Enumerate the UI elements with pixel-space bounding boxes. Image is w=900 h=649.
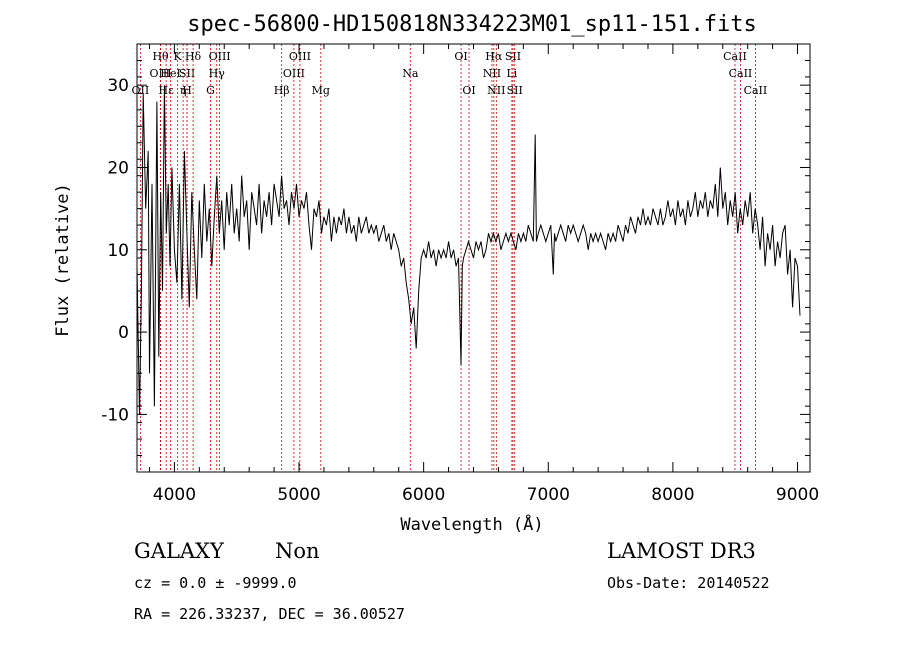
x-axis-ticks: 4000 5000 6000 7000 8000 9000 <box>148 44 819 505</box>
coords-text: RA = 226.33237, DEC = 36.00527 <box>134 605 405 623</box>
line-marker-label: Hδ <box>185 50 202 63</box>
subclass-label: Non <box>275 539 320 563</box>
line-marker-label: Mg <box>312 84 330 97</box>
x-tick-label: 7000 <box>527 485 570 505</box>
line-marker-label: NII <box>487 84 505 97</box>
line-marker-label: Hβ <box>274 84 290 97</box>
y-axis-ticks: -10 0 10 20 30 <box>101 43 810 457</box>
chart-title: spec-56800-HD150818N334223M01_sp11-151.f… <box>187 12 757 37</box>
y-tick-label: 20 <box>107 158 129 178</box>
y-tick-label: 10 <box>107 241 129 261</box>
x-tick-label: 6000 <box>402 485 445 505</box>
x-tick-label: 4000 <box>153 485 196 505</box>
line-marker-label: H <box>182 84 192 97</box>
x-tick-label: 9000 <box>776 485 819 505</box>
line-marker-label: K <box>174 50 183 63</box>
line-marker-label: η <box>180 84 187 97</box>
line-marker-label: SII <box>505 50 521 63</box>
line-marker-label: Hα <box>485 50 503 63</box>
line-marker-label: CaII <box>744 84 768 97</box>
y-tick-label: 30 <box>107 76 129 96</box>
spectrum-series <box>136 85 801 415</box>
emission-line-markers: OIIHθOIIIHεHeIKηSIIHHδGHγOIIIHβOIIIOIIIM… <box>132 44 768 472</box>
obs-date-text: Obs-Date: 20140522 <box>607 574 770 592</box>
line-marker-label: OI <box>454 50 467 63</box>
line-marker-label: Hγ <box>209 67 226 80</box>
spectrum-line <box>136 85 801 415</box>
cz-text: cz = 0.0 ± -9999.0 <box>134 574 297 592</box>
y-axis-label: Flux (relative) <box>53 183 73 337</box>
line-marker-label: Na <box>402 67 419 80</box>
survey-label: LAMOST DR3 <box>607 539 756 563</box>
line-marker-label: Li <box>506 67 517 80</box>
line-marker-label: CaII <box>729 67 753 80</box>
line-marker-label: SII <box>507 84 523 97</box>
class-label: GALAXY <box>134 539 225 563</box>
y-tick-label: -10 <box>101 405 129 425</box>
x-axis-label: Wavelength (Å) <box>400 513 543 535</box>
line-marker-label: G <box>206 84 215 97</box>
line-marker-label: HeI <box>160 67 180 80</box>
line-marker-label: CaII <box>723 50 747 63</box>
line-marker-label: NII <box>483 67 501 80</box>
x-tick-label: 8000 <box>651 485 694 505</box>
line-marker-label: OII <box>132 84 150 97</box>
line-marker-label: Hε <box>159 84 175 97</box>
line-marker-label: OIII <box>209 50 231 63</box>
line-marker-label: OIII <box>283 67 305 80</box>
line-marker-label: OIII <box>289 50 311 63</box>
line-marker-label: OI <box>462 84 475 97</box>
y-tick-label: 0 <box>118 323 129 343</box>
x-tick-label: 5000 <box>277 485 320 505</box>
